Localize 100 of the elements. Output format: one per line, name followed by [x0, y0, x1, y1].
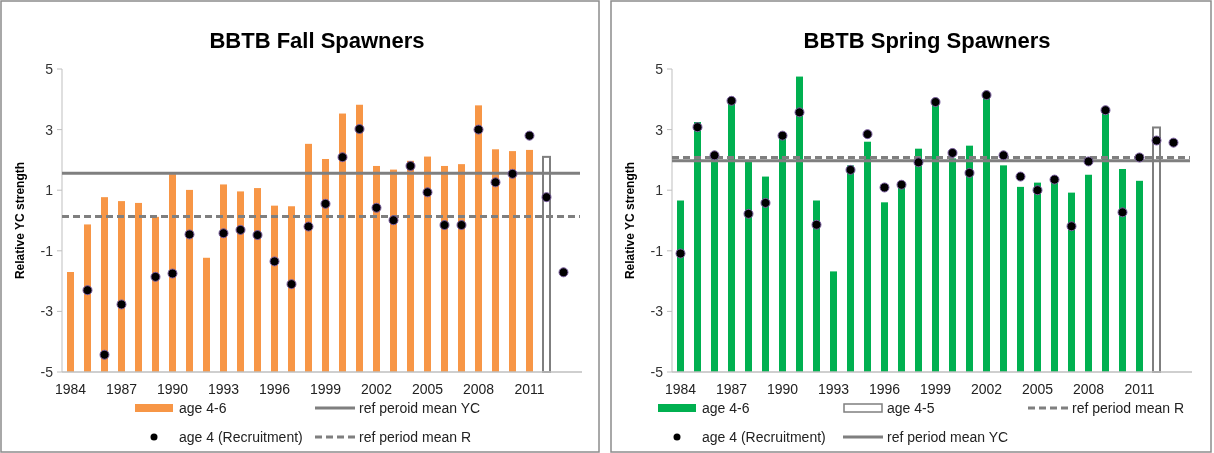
- legend-label: ref period mean R: [1072, 400, 1185, 416]
- point: [99, 349, 110, 360]
- point: [1117, 207, 1128, 218]
- point: [794, 107, 805, 118]
- x-tick-label: 1996: [258, 381, 291, 397]
- x-tick-label: 2011: [514, 381, 545, 397]
- bar: [1034, 182, 1041, 372]
- x-tick-label: 2005: [1021, 381, 1054, 397]
- point: [1083, 156, 1094, 167]
- bar: [237, 191, 244, 372]
- x-tick-label: 1999: [919, 381, 952, 397]
- bar: [677, 200, 684, 372]
- point: [150, 271, 161, 282]
- y-axis-title: Relative YC strength: [13, 161, 27, 280]
- bar: [84, 224, 91, 372]
- bar: [813, 200, 820, 372]
- y-tick-label: -1: [650, 242, 664, 259]
- bar: [1051, 181, 1058, 372]
- point: [879, 182, 890, 193]
- point: [811, 219, 822, 230]
- point: [167, 268, 178, 279]
- y-tick-label: 1: [45, 182, 54, 199]
- bar: [373, 165, 380, 372]
- y-tick-label: -3: [650, 303, 664, 320]
- bar: [169, 174, 176, 372]
- bar: [288, 206, 295, 372]
- x-tick-label: 1984: [54, 381, 87, 397]
- point: [235, 224, 246, 235]
- point: [371, 202, 382, 213]
- x-tick-label: 1993: [817, 381, 850, 397]
- x-tick-label: 1996: [868, 381, 901, 397]
- bar: [864, 141, 871, 372]
- point: [558, 267, 569, 278]
- x-tick-label: 2011: [1124, 381, 1155, 397]
- x-tick-label: 1990: [156, 381, 189, 397]
- bar: [305, 143, 312, 372]
- y-tick-label: -3: [40, 303, 54, 320]
- point: [760, 197, 771, 208]
- legend-label: age 4 (Recruitment): [702, 429, 826, 445]
- point: [913, 157, 924, 168]
- point: [1151, 135, 1162, 146]
- point: [862, 129, 873, 140]
- point: [709, 150, 720, 161]
- bar: [356, 104, 363, 372]
- point: [269, 256, 280, 267]
- x-tick-label: 2002: [360, 381, 393, 397]
- point: [388, 215, 399, 226]
- legend-label: ref period mean R: [359, 429, 472, 445]
- point: [473, 124, 484, 135]
- bar: [762, 176, 769, 372]
- point: [184, 229, 195, 240]
- point: [303, 221, 314, 232]
- bar: [745, 160, 752, 372]
- chart-title: BBTB Spring Spawners: [803, 28, 1051, 53]
- point: [1066, 221, 1077, 232]
- bar: [492, 149, 499, 372]
- point: [541, 192, 552, 203]
- bar: [1068, 192, 1075, 372]
- point: [1100, 105, 1111, 116]
- bar: [796, 76, 803, 372]
- bar: [1119, 168, 1126, 372]
- bar: [152, 216, 159, 372]
- bar: [915, 148, 922, 372]
- y-tick-label: 5: [45, 61, 54, 77]
- bar: [186, 189, 193, 372]
- bar: [254, 188, 261, 372]
- point: [726, 95, 737, 106]
- bar: [966, 145, 973, 372]
- x-tick-label: 2008: [1072, 381, 1105, 397]
- point: [286, 279, 297, 290]
- bar: [526, 149, 533, 372]
- bar: [441, 165, 448, 372]
- point: [964, 167, 975, 178]
- bar: [830, 271, 837, 372]
- bar: [407, 160, 414, 372]
- point: [743, 208, 754, 219]
- point: [507, 168, 518, 179]
- bar: [390, 169, 397, 372]
- y-tick-label: -1: [40, 242, 54, 259]
- bar: [101, 197, 108, 372]
- x-tick-label: 2008: [462, 381, 495, 397]
- point: [1168, 137, 1179, 148]
- point: [320, 198, 331, 209]
- bar: [220, 184, 227, 372]
- bar: [118, 201, 125, 372]
- point: [422, 187, 433, 198]
- x-tick-label: 1999: [309, 381, 342, 397]
- x-tick-label: 2005: [411, 381, 444, 397]
- bar: [694, 122, 701, 372]
- legend-label: ref peroid mean YC: [359, 400, 481, 416]
- y-tick-label: 3: [45, 121, 54, 138]
- y-tick-label: 5: [655, 61, 664, 77]
- point: [82, 285, 93, 296]
- bar: [898, 186, 905, 372]
- y-axis-title: Relative YC strength: [623, 161, 637, 280]
- point: [252, 230, 263, 241]
- y-tick-label: -5: [650, 364, 664, 380]
- point: [218, 228, 229, 239]
- point: [981, 90, 992, 101]
- bar: [458, 164, 465, 372]
